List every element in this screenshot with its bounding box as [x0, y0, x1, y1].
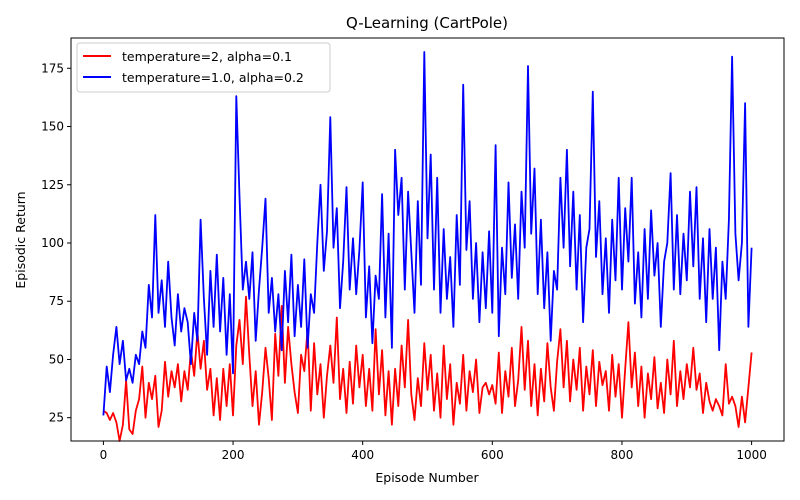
series-line-2: [102, 51, 753, 416]
legend-box: [76, 42, 331, 93]
y-tick-label: 175: [41, 61, 64, 75]
legend-label-series-2: temperature=1.0, alpha=0.2: [122, 70, 304, 85]
x-axis-label: Episode Number: [375, 470, 479, 485]
x-axis-ticks: 0 200 400 600 800 1000: [100, 441, 767, 462]
x-tick-label: 600: [481, 448, 504, 462]
y-tick-label: 50: [49, 352, 64, 366]
y-axis-label: Episodic Return: [13, 191, 28, 288]
y-tick-label: 75: [49, 294, 64, 308]
x-tick-label: 0: [100, 448, 108, 462]
x-tick-label: 400: [351, 448, 374, 462]
series-line-1: [102, 295, 753, 442]
legend-label-series-1: temperature=2, alpha=0.1: [122, 49, 292, 64]
legend: temperature=2, alpha=0.1 temperature=1.0…: [76, 42, 331, 93]
plot-series: [102, 51, 753, 442]
chart-title: Q-Learning (CartPole): [346, 14, 508, 32]
x-tick-label: 800: [611, 448, 634, 462]
y-axis-ticks: 25 50 75 100 125 150 175: [41, 61, 71, 425]
y-tick-label: 100: [41, 236, 64, 250]
y-tick-label: 25: [49, 411, 64, 425]
x-tick-label: 200: [222, 448, 245, 462]
plot-frame: [70, 37, 785, 442]
x-tick-label: 1000: [736, 448, 767, 462]
y-tick-label: 150: [41, 120, 64, 134]
y-tick-label: 125: [41, 178, 64, 192]
